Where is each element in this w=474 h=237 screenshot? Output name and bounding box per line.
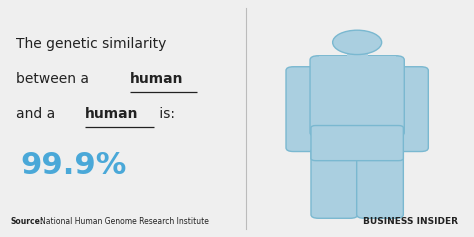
FancyBboxPatch shape: [319, 129, 396, 135]
Text: and a: and a: [16, 107, 59, 121]
Text: human: human: [85, 107, 139, 121]
Text: 99.9%: 99.9%: [20, 151, 127, 180]
FancyBboxPatch shape: [319, 149, 396, 158]
FancyBboxPatch shape: [319, 56, 396, 70]
FancyBboxPatch shape: [392, 67, 397, 132]
FancyBboxPatch shape: [311, 148, 357, 218]
Text: National Human Genome Research Institute: National Human Genome Research Institute: [40, 217, 209, 226]
Text: BUSINESS INSIDER: BUSINESS INSIDER: [364, 217, 458, 226]
FancyBboxPatch shape: [286, 67, 328, 151]
FancyBboxPatch shape: [311, 126, 403, 161]
FancyBboxPatch shape: [317, 67, 323, 132]
Text: is:: is:: [155, 107, 174, 121]
FancyBboxPatch shape: [357, 148, 403, 218]
Text: The genetic similarity: The genetic similarity: [16, 36, 166, 50]
Text: Source:: Source:: [11, 217, 44, 226]
Circle shape: [333, 30, 382, 55]
FancyBboxPatch shape: [386, 67, 428, 151]
Text: between a: between a: [16, 72, 93, 86]
Text: human: human: [129, 72, 183, 86]
FancyBboxPatch shape: [347, 47, 367, 61]
FancyBboxPatch shape: [310, 56, 404, 137]
